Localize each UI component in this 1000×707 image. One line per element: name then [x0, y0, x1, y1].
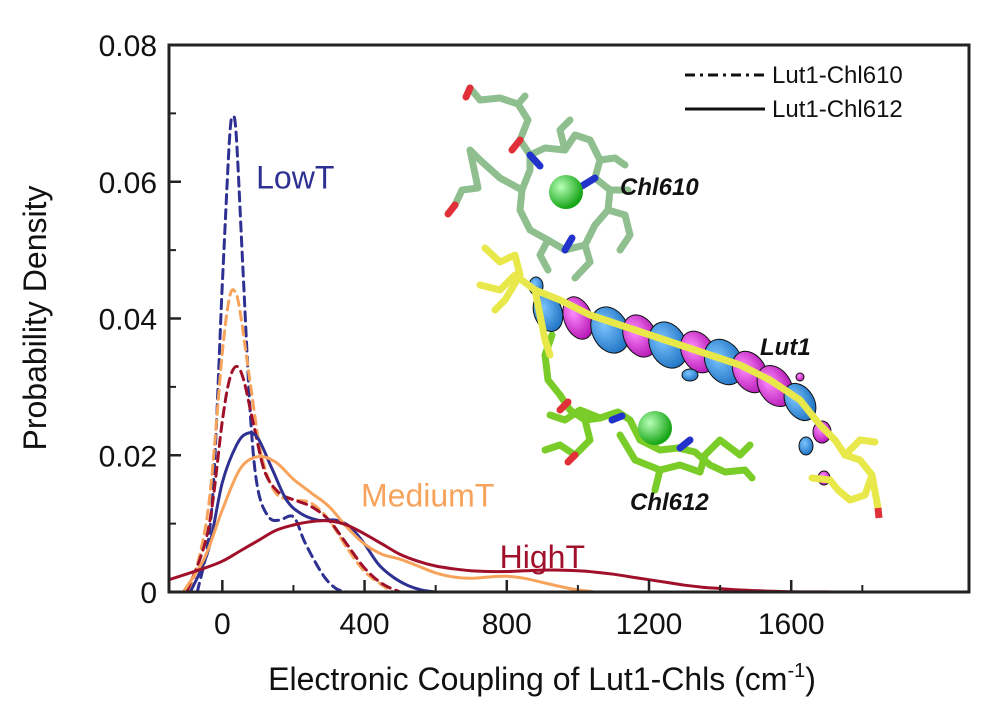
- chl610-heteroatoms: [444, 84, 599, 254]
- chl612-magnesium: [638, 411, 672, 445]
- legend-label-chl612: Lut1-Chl612: [772, 96, 903, 123]
- x-axis-label-superscript: -1: [787, 660, 805, 682]
- plot-frame: [167, 43, 971, 594]
- y-tick-label: 0: [140, 577, 157, 610]
- label-chl612: Chl612: [630, 489, 709, 516]
- lutein-hydroxyl: [874, 507, 883, 519]
- x-axis-label-main: Electronic Coupling of Lut1-Chls (cm: [268, 661, 787, 697]
- label-lut1: Lut1: [760, 334, 811, 361]
- label-chl610: Chl610: [620, 174, 699, 201]
- y-tick-label: 0.04: [99, 304, 157, 337]
- tick-layer: 0 400 800 1200 1600 0 0.02 0.04 0.06 0.08: [99, 30, 864, 641]
- lutein-structure: [476, 244, 882, 512]
- y-tick-label: 0.02: [99, 440, 157, 473]
- series-label-mediumt: MediumT: [361, 478, 494, 514]
- chl610-magnesium: [549, 175, 583, 209]
- y-tick-label: 0.06: [99, 167, 157, 200]
- chl610-structure: [451, 84, 634, 282]
- x-axis-label-close: ): [805, 661, 816, 697]
- series-label-lowt: LowT: [256, 160, 334, 196]
- x-axis-label: Electronic Coupling of Lut1-Chls (cm-1): [268, 660, 816, 697]
- y-tick-label: 0.08: [99, 30, 157, 63]
- x-tick-label: 800: [482, 608, 532, 641]
- y-axis-label: Probability Density: [17, 186, 53, 451]
- series-line-mediumt-lut1-chl612: [181, 454, 598, 592]
- series-line-hight-lut1-chl610: [185, 364, 402, 592]
- x-tick-label: 0: [214, 608, 231, 641]
- molecule-inset: Chl610 Lut1 Chl612: [444, 84, 883, 519]
- series-label-hight: HighT: [500, 539, 585, 575]
- series-line-lowt-lut1-chl610: [195, 115, 349, 592]
- x-tick-label: 400: [340, 608, 390, 641]
- x-tick-label: 1600: [758, 608, 825, 641]
- series-line-hight-lut1-chl612: [169, 519, 864, 592]
- series-layer: [169, 115, 864, 592]
- x-tick-label: 1200: [616, 608, 683, 641]
- legend-label-chl610: Lut1-Chl610: [772, 62, 903, 89]
- legend: Lut1-Chl610 Lut1-Chl612: [685, 62, 903, 123]
- chl612-heteroatoms: [556, 398, 694, 466]
- series-line-lowt-lut1-chl612: [188, 431, 438, 592]
